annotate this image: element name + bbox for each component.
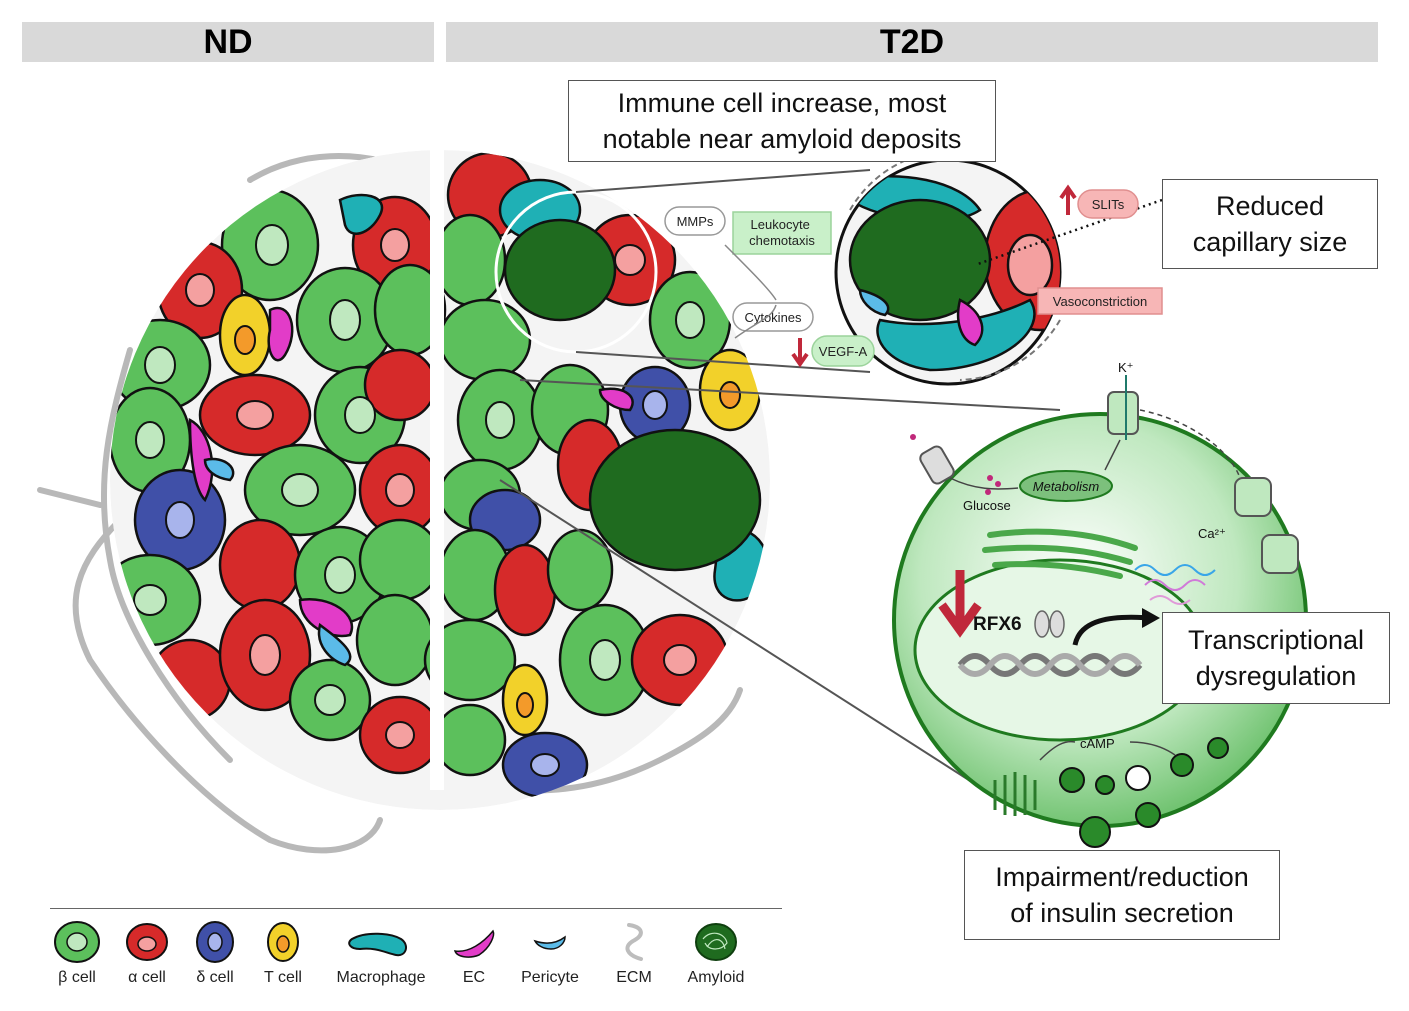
metabolism-label: Metabolism bbox=[1033, 479, 1100, 494]
capillary-inset bbox=[834, 154, 1062, 386]
immune-callout: Immune cell increase, most notable near … bbox=[568, 80, 996, 162]
cytokines-label: Cytokines bbox=[744, 310, 802, 325]
legend-label-alpha: α cell bbox=[128, 969, 166, 986]
legend-label-ecm: ECM bbox=[616, 969, 652, 986]
legend-label-beta: β cell bbox=[58, 969, 96, 986]
amyloid-icon bbox=[695, 923, 737, 961]
mmps-label: MMPs bbox=[677, 214, 714, 229]
legend-item-alpha: α cell bbox=[122, 919, 172, 987]
legend-label-macrophage: Macrophage bbox=[336, 969, 426, 986]
insulin-callout: Impairment/reduction of insulin secretio… bbox=[964, 850, 1280, 940]
delta-cell-icon bbox=[196, 921, 234, 963]
pericyte-icon bbox=[533, 935, 566, 950]
nd-t2d-divider bbox=[430, 150, 444, 790]
vegfa-label: VEGF-A bbox=[819, 344, 868, 359]
legend-label-pericyte: Pericyte bbox=[521, 969, 579, 986]
transcription-callout: Transcriptional dysregulation bbox=[1162, 612, 1390, 704]
insulin-callout-text: Impairment/reduction of insulin secretio… bbox=[995, 861, 1249, 928]
beta-cell-detail: RFX6 Metabolism Glucose K⁺ Ca²⁺ cAMP bbox=[892, 360, 1308, 848]
alpha-cell-icon bbox=[126, 923, 168, 961]
legend-item-beta: β cell bbox=[50, 919, 104, 987]
legend-label-delta: δ cell bbox=[196, 969, 234, 986]
legend-label-tcell: T cell bbox=[264, 969, 302, 986]
ecm-icon bbox=[625, 923, 643, 961]
t-cell-icon bbox=[267, 922, 299, 962]
legend-label-ec: EC bbox=[462, 969, 486, 986]
nd-header: ND bbox=[22, 22, 434, 62]
camp-label: cAMP bbox=[1080, 736, 1115, 751]
ec-icon bbox=[453, 929, 495, 958]
glucose-label: Glucose bbox=[963, 498, 1011, 513]
nd-header-label: ND bbox=[203, 22, 253, 61]
legend-label-amyloid: Amyloid bbox=[687, 969, 745, 986]
leukocyte-line-2: chemotaxis bbox=[749, 233, 815, 248]
legend-item-ec: EC bbox=[446, 919, 502, 987]
capillary-callout-text: Reduced capillary size bbox=[1192, 190, 1348, 257]
macrophage-icon bbox=[348, 932, 408, 957]
legend: β cell α cell δ cell T cell Macrophage E… bbox=[50, 908, 782, 1009]
slits-label: SLITs bbox=[1092, 197, 1125, 212]
inset-label-group: MMPs Leukocyte chemotaxis SLITs Vasocons… bbox=[664, 184, 1163, 368]
t2d-header-label: T2D bbox=[879, 22, 945, 61]
leukocyte-line-1: Leukocyte bbox=[751, 217, 810, 232]
beta-cell-icon bbox=[54, 921, 100, 963]
capillary-callout: Reduced capillary size bbox=[1162, 179, 1378, 269]
legend-item-macrophage: Macrophage bbox=[326, 919, 436, 987]
vasoconstriction-label: Vasoconstriction bbox=[1053, 294, 1147, 309]
legend-item-tcell: T cell bbox=[258, 919, 308, 987]
rfx6-label: RFX6 bbox=[973, 614, 1022, 635]
immune-callout-text: Immune cell increase, most notable near … bbox=[602, 87, 962, 154]
leukocyte-label: Leukocyte chemotaxis bbox=[749, 217, 815, 248]
legend-item-amyloid: Amyloid bbox=[678, 919, 754, 987]
k-label: K⁺ bbox=[1118, 360, 1134, 375]
ca-label: Ca²⁺ bbox=[1198, 526, 1226, 541]
legend-item-delta: δ cell bbox=[190, 919, 240, 987]
legend-item-ecm: ECM bbox=[606, 919, 662, 987]
transcription-callout-text: Transcriptional dysregulation bbox=[1187, 624, 1365, 691]
legend-item-pericyte: Pericyte bbox=[512, 919, 588, 987]
t2d-header: T2D bbox=[446, 22, 1378, 62]
